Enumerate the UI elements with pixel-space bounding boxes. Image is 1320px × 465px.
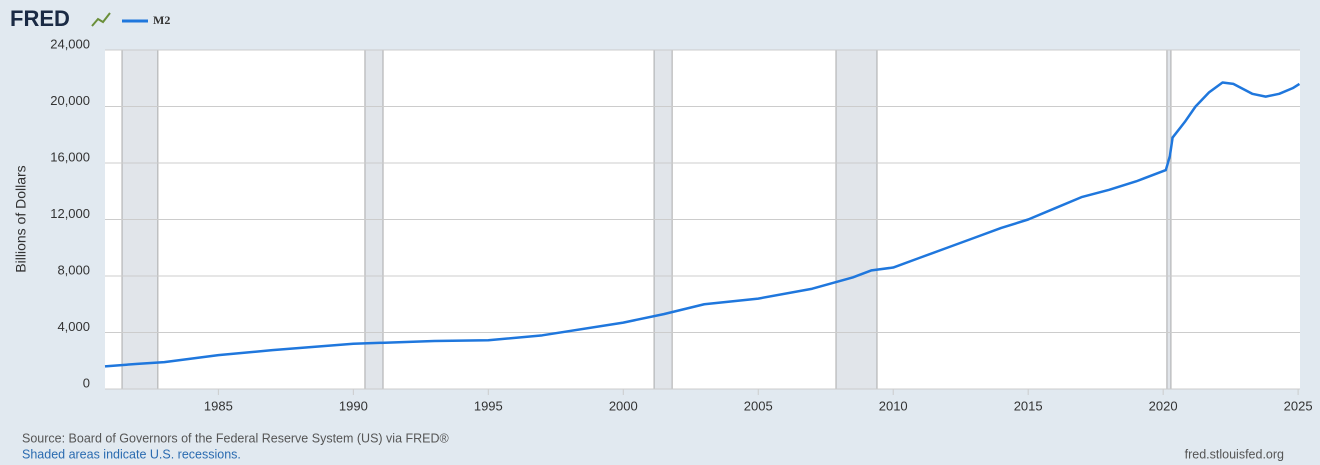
y-tick-label: 8,000 bbox=[57, 262, 90, 277]
logo-icon bbox=[91, 12, 111, 27]
x-tick-label: 1985 bbox=[204, 398, 233, 413]
y-tick-label: 16,000 bbox=[50, 149, 90, 164]
y-tick-label: 12,000 bbox=[50, 206, 90, 221]
source: Source: Board of Governors of the Federa… bbox=[22, 431, 450, 445]
legend-label: M2 bbox=[153, 13, 170, 27]
x-tick-label: 2015 bbox=[1014, 398, 1043, 413]
y-axis-label: Billions of Dollars bbox=[13, 165, 29, 272]
x-tick-label: 2025 bbox=[1284, 398, 1313, 413]
x-tick-label: 2005 bbox=[744, 398, 773, 413]
credit: fred.stlouisfed.org bbox=[1185, 447, 1284, 461]
logo: FRED bbox=[10, 6, 70, 31]
x-tick-label: 2010 bbox=[879, 398, 908, 413]
y-tick-label: 24,000 bbox=[50, 36, 90, 51]
y-tick-label: 20,000 bbox=[50, 93, 90, 108]
y-tick-label: 0 bbox=[83, 375, 90, 390]
y-tick-label: 4,000 bbox=[57, 319, 90, 334]
note: Shaded areas indicate U.S. recessions. bbox=[22, 447, 241, 461]
x-tick-label: 1995 bbox=[474, 398, 503, 413]
x-tick-label: 2020 bbox=[1149, 398, 1178, 413]
series-line bbox=[104, 81, 1301, 368]
x-tick-label: 2000 bbox=[609, 398, 638, 413]
x-tick-label: 1990 bbox=[339, 398, 368, 413]
